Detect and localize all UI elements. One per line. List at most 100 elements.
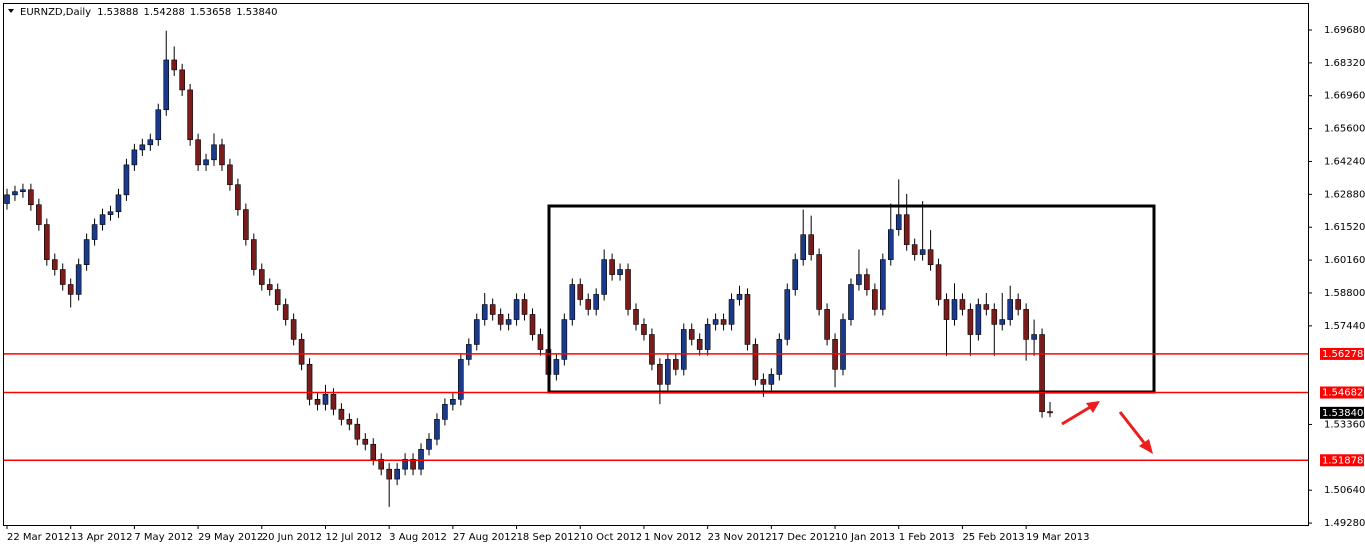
header-value: 1.54288 [143, 7, 184, 18]
candle-body [59, 269, 66, 285]
candle-body [696, 339, 703, 350]
x-tick-label: 10 Oct 2012 [580, 532, 642, 543]
candle-body [274, 289, 281, 305]
menu-triangle[interactable] [8, 9, 14, 13]
candle-body [617, 269, 623, 275]
x-tick-label: 20 Jun 2012 [262, 532, 322, 543]
candle-body [219, 144, 225, 166]
candle-body [410, 458, 416, 470]
candle-body [481, 304, 488, 320]
x-tick-label: 17 Dec 2012 [771, 532, 835, 543]
candle-body [465, 344, 472, 360]
candle-body [935, 264, 942, 300]
candle-body [649, 334, 655, 365]
candle-body [298, 339, 305, 365]
y-tick-label: 1.61520 [1324, 222, 1365, 233]
candle-body [147, 139, 154, 146]
arrow-up-shaft [1061, 404, 1093, 426]
candle-body [983, 304, 990, 310]
candle-body [593, 294, 599, 310]
candle-body [489, 304, 496, 315]
candle-body [561, 319, 568, 360]
arrows [1061, 401, 1153, 454]
candle-body [919, 249, 926, 255]
candle-body [290, 319, 297, 340]
candle-body [848, 284, 854, 320]
candle-body [211, 144, 217, 161]
candle-body [12, 191, 18, 196]
x-tick-label: 27 Aug 2012 [453, 532, 517, 543]
candle-body [553, 359, 560, 375]
candle-body [227, 164, 233, 185]
candle-body [943, 299, 950, 320]
candle-body [999, 319, 1006, 325]
candle-body [657, 363, 663, 385]
candle-body [680, 329, 687, 370]
candle-body [856, 274, 862, 285]
last-price-label: 1.53840 [1322, 408, 1363, 419]
candle-body [258, 269, 265, 285]
candle-body [434, 419, 440, 440]
candle-body [338, 408, 345, 420]
candle-body [569, 284, 576, 320]
candle-body [497, 314, 504, 325]
header-value: 1.53840 [236, 7, 277, 18]
candle-body [728, 299, 735, 325]
candle-body [378, 458, 385, 470]
candle-body [816, 254, 822, 310]
candle-body [872, 289, 878, 310]
candle-body [402, 458, 408, 470]
candle-body [346, 419, 353, 425]
candle-body [895, 214, 902, 230]
level-label: 1.51878 [1322, 455, 1363, 466]
candle-body [641, 324, 647, 335]
candle-body [83, 239, 90, 265]
candle-body [386, 468, 392, 480]
candle-body [362, 438, 369, 445]
header-values: 1.53888 1.54288 1.53658 1.53840 [97, 7, 277, 18]
candle-body [601, 259, 607, 295]
candle-body [720, 319, 727, 325]
candle-body [704, 324, 711, 350]
candle-body [903, 214, 910, 245]
candle-body [887, 229, 894, 260]
x-tick-label: 13 Apr 2012 [71, 532, 133, 543]
candle-body [768, 374, 775, 385]
candle-body [322, 393, 329, 405]
arrow-down-head [1139, 439, 1153, 454]
candle-body [155, 109, 162, 141]
candle-body [203, 159, 209, 166]
candle-body [370, 443, 377, 460]
header-value: 1.53658 [190, 7, 231, 18]
candle-body [1047, 411, 1053, 414]
candle-body [513, 299, 520, 320]
candle-body [314, 399, 321, 405]
y-tick-label: 1.65600 [1324, 124, 1365, 135]
candle-body [163, 59, 170, 111]
header-value: 1.53888 [97, 7, 138, 18]
x-tick-label: 25 Feb 2013 [962, 532, 1024, 543]
candle-body [673, 359, 679, 370]
candle-body [633, 309, 639, 325]
candle-body [131, 149, 138, 166]
level-label: 1.54682 [1322, 387, 1363, 398]
x-tick-label: 1 Nov 2012 [644, 532, 702, 543]
y-tick-label: 1.69680 [1324, 25, 1365, 36]
candle-body [760, 379, 767, 385]
candle-body [880, 259, 886, 310]
x-tick-label: 23 Nov 2012 [708, 532, 772, 543]
candle-body [426, 438, 432, 450]
candle-body [585, 299, 592, 310]
level-label-bg [1320, 454, 1364, 467]
y-tick-label: 1.53360 [1324, 419, 1365, 430]
x-tick-label: 3 Aug 2012 [389, 532, 447, 543]
level-label-bg [1320, 347, 1364, 360]
candle-body [139, 144, 146, 151]
candle-body [99, 214, 106, 225]
arrow-down-shaft [1118, 411, 1147, 445]
candle-body [975, 304, 982, 335]
candle-body [450, 399, 456, 405]
candle-body [752, 344, 759, 380]
level-label-bg [1320, 386, 1364, 399]
